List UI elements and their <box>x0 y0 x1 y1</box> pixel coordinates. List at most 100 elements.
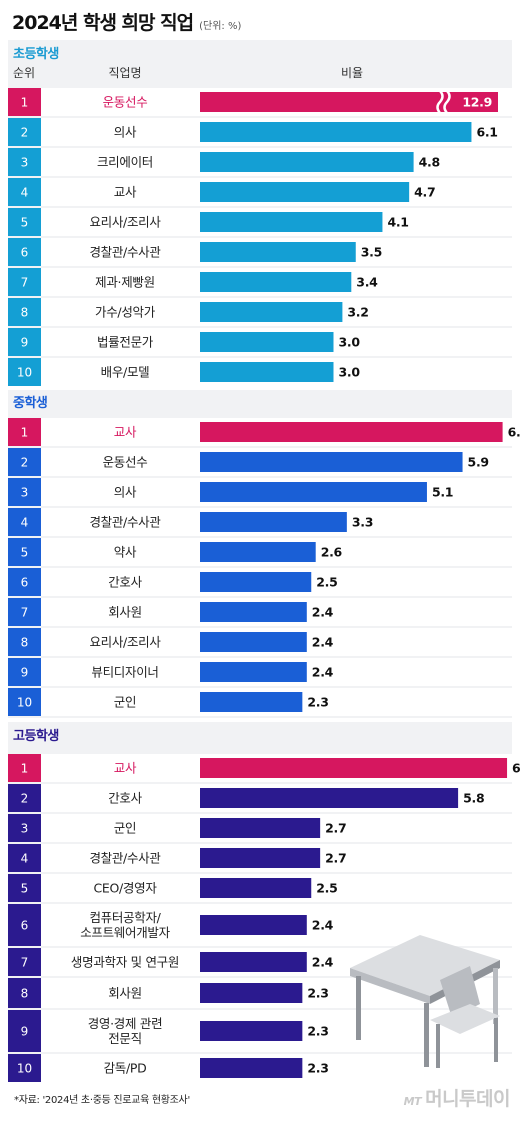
rank-label: 1 <box>21 96 29 110</box>
value-label: 4.1 <box>387 215 408 230</box>
job-name-label: 경찰관/수사관 <box>89 245 161 260</box>
value-label: 6.1 <box>476 125 497 140</box>
column-header-rank: 순위 <box>13 66 35 80</box>
rank-label: 4 <box>21 186 29 200</box>
desk-leg-illustration <box>356 976 361 1040</box>
publisher-logo: MT 머니투데이 <box>403 1084 511 1111</box>
bar <box>200 662 307 682</box>
rank-cell <box>8 538 41 566</box>
rank-cell <box>8 298 41 326</box>
bar <box>200 983 303 1003</box>
job-name-label: 컴퓨터공학자/소프트웨어개발자 <box>80 910 170 940</box>
rank-cell <box>8 1054 41 1082</box>
rank-cell <box>8 508 41 536</box>
rank-cell <box>8 238 41 266</box>
job-name-label: 회사원 <box>108 986 142 1001</box>
desk-top-illustration <box>350 935 500 996</box>
value-label: 5.1 <box>432 485 453 500</box>
job-name-label: 생명과학자 및 연구원 <box>71 955 179 970</box>
rank-label: 5 <box>21 546 29 560</box>
rank-cell <box>8 628 41 656</box>
job-name-label: 경영·경제 관련 전문직 <box>88 1016 163 1046</box>
job-name-label: 법률전문가 <box>97 335 154 350</box>
section-title: 초등학생 <box>13 46 59 62</box>
value-label: 2.4 <box>312 665 334 680</box>
unit-label: (단위: %) <box>199 21 242 32</box>
value-label: 2.6 <box>321 545 343 560</box>
rank-label: 1 <box>21 426 29 440</box>
job-name-label: 경찰관/수사관 <box>89 515 161 530</box>
rank-cell <box>8 358 41 386</box>
job-name-label: 배우/모델 <box>101 365 150 380</box>
job-name-label: 군인 <box>114 695 136 710</box>
rank-label: 4 <box>21 852 29 866</box>
job-name-label: 뷰티디자이너 <box>91 665 158 680</box>
rank-cell <box>8 208 41 236</box>
logo-text: 머니투데이 <box>425 1088 510 1110</box>
column-header-ratio: 비율 <box>341 66 363 80</box>
rank-cell <box>8 148 41 176</box>
bar <box>200 1058 303 1078</box>
job-name-label: 의사 <box>114 485 137 500</box>
bar <box>200 182 410 202</box>
job-name-label: 교사 <box>114 425 137 440</box>
column-header-job: 직업명 <box>108 66 141 80</box>
job-name-label: 운동선수 <box>103 455 148 470</box>
chair-seat-illustration <box>430 1004 500 1034</box>
logo-mt: MT <box>403 1095 422 1108</box>
rank-label: 3 <box>21 156 29 170</box>
bar <box>200 848 321 868</box>
value-label: 3.5 <box>361 245 382 260</box>
chair-leg-illustration <box>494 1018 498 1062</box>
desk-leg-illustration <box>424 1003 429 1067</box>
desk-edge-illustration <box>350 968 430 1004</box>
value-label: 2.7 <box>325 851 346 866</box>
job-name-label: 의사 <box>114 125 137 140</box>
rank-cell <box>8 88 41 116</box>
job-name-label: 교사 <box>114 185 137 200</box>
rank-label: 6 <box>21 919 29 933</box>
chart-title: 2024년 학생 희망 직업 <box>12 12 194 34</box>
value-label: 2.5 <box>316 575 337 590</box>
rank-cell <box>8 568 41 596</box>
rank-cell <box>8 844 41 872</box>
bar <box>200 122 472 142</box>
rank-cell <box>8 178 41 206</box>
rank-label: 6 <box>21 246 29 260</box>
job-name-label: 군인 <box>114 821 136 836</box>
bar <box>200 878 312 898</box>
bar <box>200 332 334 352</box>
bar <box>200 422 503 442</box>
bar <box>200 242 356 262</box>
rank-cell <box>8 598 41 626</box>
bar <box>200 1021 303 1041</box>
bar <box>200 302 343 322</box>
job-name-label: 제과·제빵원 <box>95 275 155 290</box>
job-name-label: 회사원 <box>108 605 142 620</box>
bar <box>200 915 307 935</box>
bar <box>200 788 459 808</box>
value-label: 3.4 <box>356 275 378 290</box>
title-row: 2024년 학생 희망 직업 (단위: %) <box>12 8 241 34</box>
rank-label: 10 <box>17 1062 32 1076</box>
section-title: 중학생 <box>13 395 47 411</box>
value-label: 4.8 <box>419 155 440 170</box>
bar <box>200 212 383 232</box>
rank-cell <box>8 118 41 146</box>
rank-label: 3 <box>21 486 29 500</box>
source-note: *자료: '2024년 초·중등 진로교육 현황조사' <box>14 1095 190 1106</box>
rank-label: 5 <box>21 216 29 230</box>
job-name-label: 요리사/조리사 <box>89 215 161 230</box>
bar <box>200 452 463 472</box>
axis-break-mark <box>443 90 451 114</box>
rank-label: 5 <box>21 882 29 896</box>
rank-label: 6 <box>21 576 29 590</box>
value-label: 3.2 <box>347 305 368 320</box>
value-label: 3.0 <box>339 335 361 350</box>
value-label: 5.9 <box>468 455 489 470</box>
bar <box>200 602 307 622</box>
rank-cell <box>8 754 41 782</box>
value-label: 2.5 <box>316 881 337 896</box>
rank-cell <box>8 478 41 506</box>
